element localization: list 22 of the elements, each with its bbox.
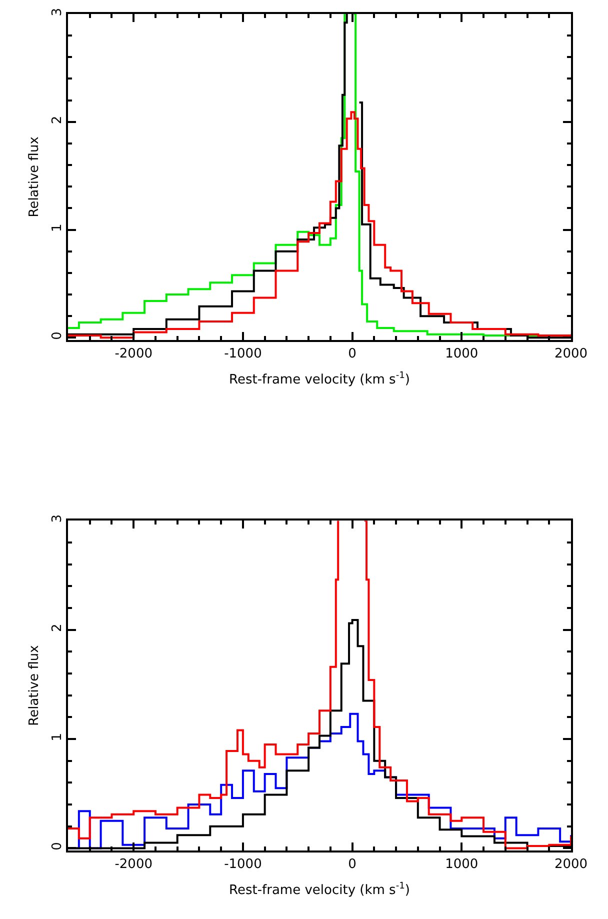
x-tick-label: -1000 [224, 856, 262, 872]
x-tick-label: 0 [348, 346, 356, 362]
x-tick-label: 2000 [554, 346, 588, 362]
x-tick-label: 1000 [445, 856, 478, 872]
y-axis-title: Relative flux [27, 136, 42, 218]
y-tick-label: 0 [50, 332, 65, 340]
x-tick-label: 0 [348, 856, 356, 872]
y-tick-label: 2 [50, 116, 65, 124]
y-tick-label: 3 [50, 8, 65, 16]
y-tick-label: 3 [50, 514, 65, 523]
y-axis-title: Relative flux [27, 644, 42, 726]
x-axis-title: Rest-frame velocity (km s$^{-1}$) [229, 882, 410, 898]
y-tick-label: 2 [50, 624, 65, 632]
x-tick-label: -1000 [224, 346, 262, 362]
y-tick-label: 0 [50, 842, 65, 850]
x-axis-title: Rest-frame velocity (km s$^{-1}$) [229, 371, 410, 388]
x-tick-label: -2000 [114, 856, 152, 872]
y-tick-label: 1 [50, 224, 65, 232]
x-tick-label: 2000 [554, 856, 588, 872]
y-tick-label: 1 [50, 732, 65, 742]
x-tick-label: 1000 [445, 346, 478, 362]
x-tick-label: -2000 [114, 346, 152, 362]
